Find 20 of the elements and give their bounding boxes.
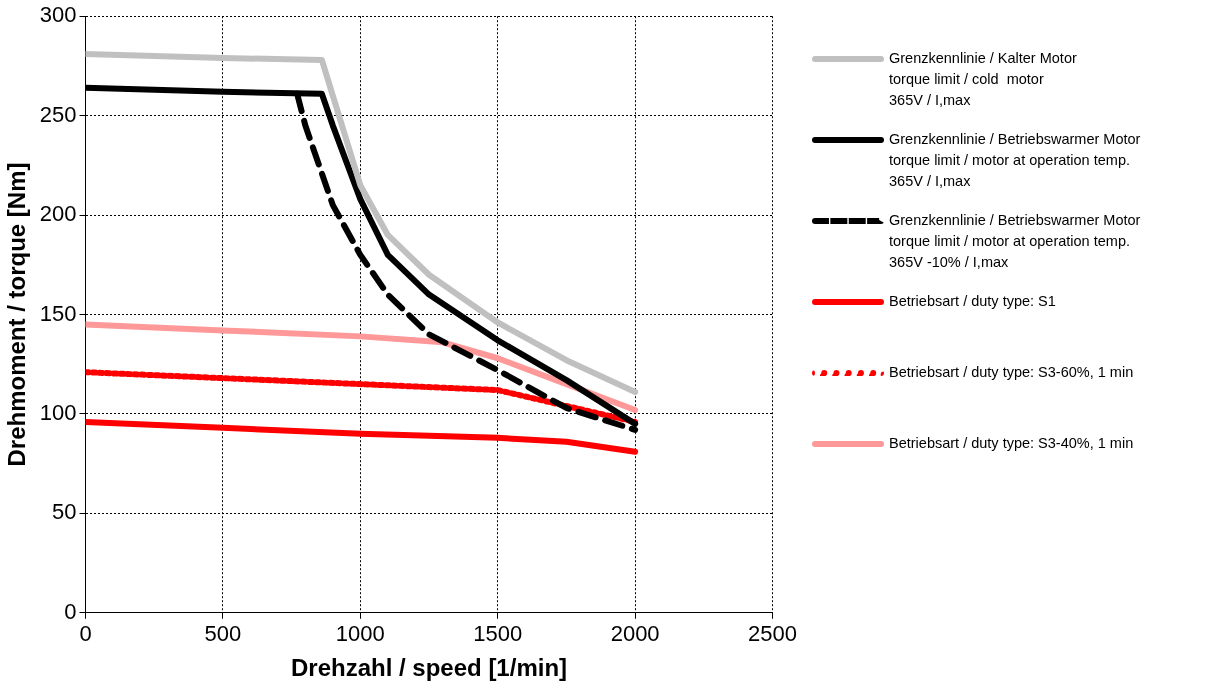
y-axis-title: Drehmoment / torque [Nm] — [3, 162, 31, 467]
legend-label: Betriebsart / duty type: S3-60%, 1 min — [889, 363, 1134, 382]
y-tick-label: 100 — [39, 400, 77, 425]
y-tick-label: 150 — [39, 300, 77, 326]
x-tick-label: 1500 — [473, 621, 523, 647]
legend-label: Betriebsart / duty type: S1 — [889, 292, 1056, 311]
x-axis-title: Drehzahl / speed [1/min] — [290, 654, 568, 682]
legend-label: Betriebsart / duty type: S3-40%, 1 min — [889, 434, 1134, 453]
y-tick-label: 300 — [39, 2, 77, 28]
x-tick-label: 2000 — [610, 621, 660, 647]
x-tick-label: 500 — [204, 621, 242, 647]
legend-label: Grenzkennlinie / Betriebswarmer Motor torque limit / motor at operation temp. 365V -10% / I,max — [889, 211, 1141, 272]
y-tick-label: 50 — [52, 499, 77, 525]
y-tick-label: 0 — [64, 598, 77, 624]
legend-label: Grenzkennlinie / Kalter Motor torque limit / cold motor 365V / I,max — [889, 49, 1077, 110]
x-tick-label: 1000 — [335, 621, 385, 647]
y-tick-label: 250 — [39, 101, 77, 127]
x-tick-label: 2500 — [748, 621, 798, 647]
legend-label: Grenzkennlinie / Betriebswarmer Motor torque limit / motor at operation temp. 365V / I,max — [889, 130, 1141, 191]
y-tick-label: 200 — [39, 201, 77, 227]
